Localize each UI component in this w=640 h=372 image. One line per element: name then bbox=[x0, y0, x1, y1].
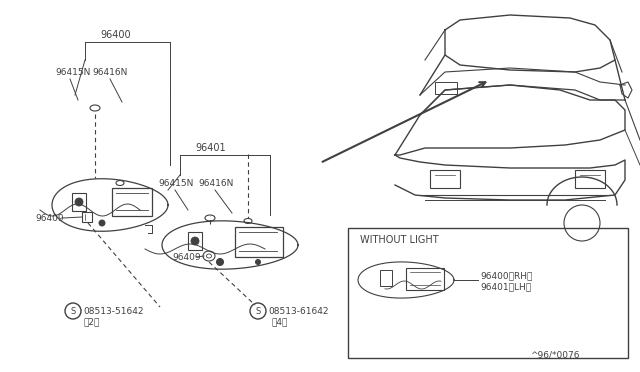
Bar bbox=[112, 188, 152, 216]
Text: （2）: （2） bbox=[83, 317, 99, 327]
Circle shape bbox=[191, 237, 199, 245]
Circle shape bbox=[255, 260, 260, 264]
Bar bbox=[235, 227, 283, 257]
Circle shape bbox=[216, 259, 223, 266]
Text: 96409: 96409 bbox=[172, 253, 200, 262]
Bar bbox=[430, 170, 460, 188]
Text: 08513-51642: 08513-51642 bbox=[83, 307, 143, 315]
Text: S: S bbox=[255, 307, 260, 315]
Circle shape bbox=[99, 220, 105, 226]
Text: WITHOUT LIGHT: WITHOUT LIGHT bbox=[360, 235, 438, 245]
Bar bbox=[406, 268, 444, 290]
Text: 96401: 96401 bbox=[195, 143, 226, 153]
Text: 08513-61642: 08513-61642 bbox=[268, 307, 328, 315]
Text: ^96/*0076: ^96/*0076 bbox=[530, 350, 579, 359]
Text: 96401（LH）: 96401（LH） bbox=[480, 282, 531, 292]
Bar bbox=[82, 212, 92, 222]
Text: （4）: （4） bbox=[272, 317, 289, 327]
Bar bbox=[72, 193, 86, 211]
Text: 96400: 96400 bbox=[100, 30, 131, 40]
Bar bbox=[380, 270, 392, 286]
Text: 96415N: 96415N bbox=[158, 179, 193, 187]
Text: 96416N: 96416N bbox=[92, 67, 127, 77]
Bar bbox=[435, 82, 457, 94]
Bar bbox=[188, 232, 202, 250]
Bar bbox=[575, 170, 605, 188]
Text: 96416N: 96416N bbox=[198, 179, 234, 187]
Text: 96409: 96409 bbox=[35, 214, 63, 222]
Text: 96400（RH）: 96400（RH） bbox=[480, 272, 532, 280]
Circle shape bbox=[75, 198, 83, 206]
Text: 96415N: 96415N bbox=[55, 67, 90, 77]
Text: S: S bbox=[70, 307, 76, 315]
Bar bbox=[348, 228, 628, 358]
